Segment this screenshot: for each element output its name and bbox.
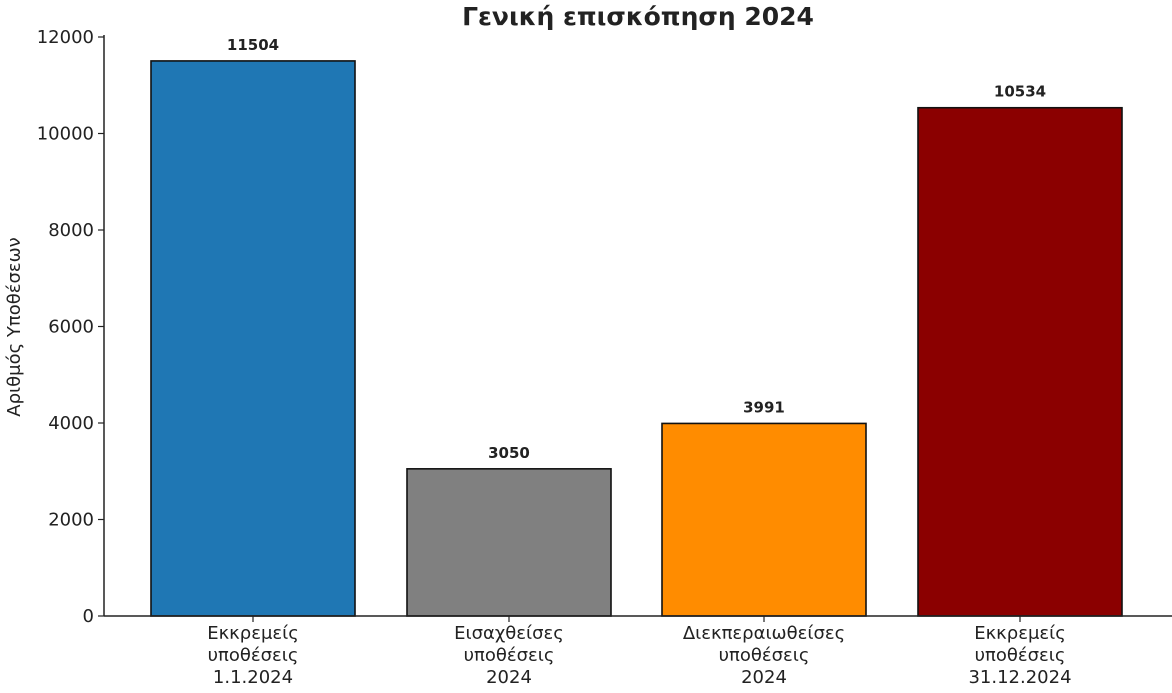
bar (406, 468, 612, 617)
x-tick-label: Διεκπεραιωθείσες υποθέσεις 2024 (683, 623, 845, 688)
y-tick-label: 10000 (37, 124, 94, 145)
y-axis-label: Αριθμός Υποθέσεων (4, 237, 25, 416)
x-tick-label: Εκκρεμείς υποθέσεις 1.1.2024 (207, 623, 299, 688)
y-tick-label: 8000 (48, 220, 94, 241)
bar (150, 60, 356, 617)
bar (661, 422, 867, 617)
x-tick-label: Εκκρεμείς υποθέσεις 31.12.2024 (968, 623, 1071, 688)
y-axis: 0 2000 4000 6000 8000 10000 12000 (37, 27, 105, 627)
bars (150, 60, 1123, 617)
y-tick-label: 6000 (48, 317, 94, 338)
bar-value-label: 3991 (743, 398, 785, 416)
x-tick-label: Εισαχθείσες υποθέσεις 2024 (454, 623, 564, 688)
y-tick-label: 12000 (37, 27, 94, 48)
bar-value-label: 3050 (488, 444, 530, 462)
y-tick-label: 4000 (48, 413, 94, 434)
bar-value-label: 11504 (227, 36, 279, 54)
x-axis: Εκκρεμείς υποθέσεις 1.1.2024 Εισαχθείσες υπο… (104, 615, 1172, 688)
value-labels: 11504 3050 3991 10534 (227, 36, 1046, 462)
bar-value-label: 10534 (994, 83, 1046, 101)
y-tick-label: 2000 (48, 510, 94, 531)
chart-title: Γενική επισκόπηση 2024 (462, 2, 814, 31)
bar (917, 106, 1123, 617)
y-tick-label: 0 (83, 606, 94, 627)
